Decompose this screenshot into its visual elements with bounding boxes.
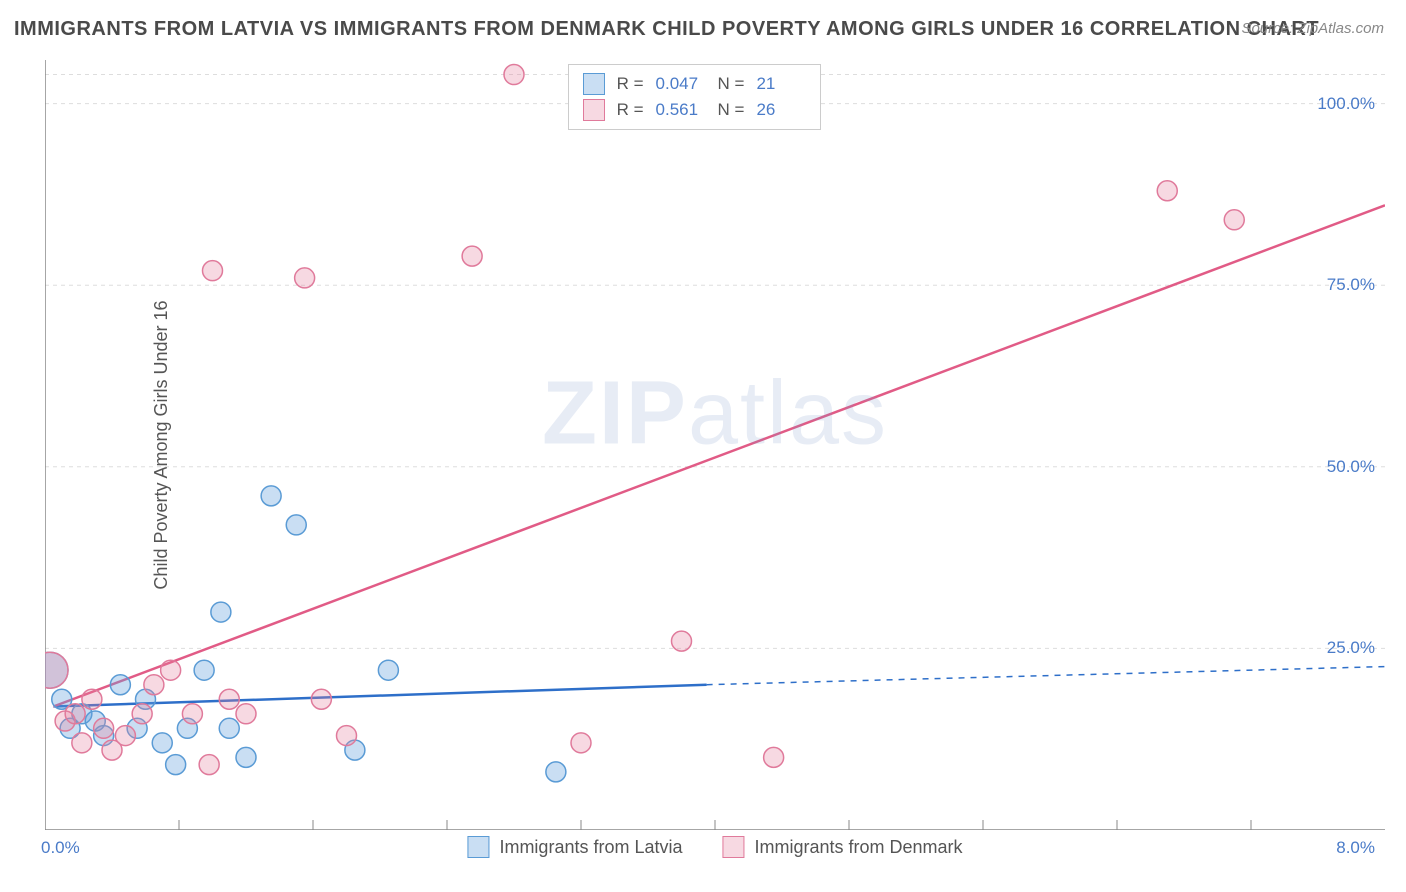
scatter-plot bbox=[45, 60, 1385, 830]
correlation-row: R = 0.561 N = 26 bbox=[583, 97, 807, 123]
y-tick-label: 100.0% bbox=[1317, 94, 1375, 114]
x-tick-left: 0.0% bbox=[41, 838, 80, 858]
y-tick-label: 25.0% bbox=[1327, 638, 1375, 658]
correlation-row: R = 0.047 N = 21 bbox=[583, 71, 807, 97]
legend-swatch bbox=[723, 836, 745, 858]
n-label: N = bbox=[718, 100, 745, 120]
n-value: 21 bbox=[756, 74, 806, 94]
x-tick-right: 8.0% bbox=[1336, 838, 1375, 858]
bottom-legend: Immigrants from Latvia Immigrants from De… bbox=[467, 836, 962, 858]
n-label: N = bbox=[718, 74, 745, 94]
legend-label: Immigrants from Denmark bbox=[755, 837, 963, 858]
chart-area: Child Poverty Among Girls Under 16 ZIPat… bbox=[45, 60, 1385, 830]
y-tick-label: 75.0% bbox=[1327, 275, 1375, 295]
r-value: 0.561 bbox=[656, 100, 706, 120]
correlation-legend: R = 0.047 N = 21 R = 0.561 N = 26 bbox=[568, 64, 822, 130]
legend-swatch bbox=[583, 99, 605, 121]
source-label: Source: ZipAtlas.com bbox=[1241, 20, 1384, 37]
legend-swatch bbox=[467, 836, 489, 858]
r-value: 0.047 bbox=[656, 74, 706, 94]
legend-swatch bbox=[583, 73, 605, 95]
r-label: R = bbox=[617, 100, 644, 120]
legend-label: Immigrants from Latvia bbox=[499, 837, 682, 858]
n-value: 26 bbox=[756, 100, 806, 120]
chart-title: IMMIGRANTS FROM LATVIA VS IMMIGRANTS FRO… bbox=[14, 18, 1319, 41]
r-label: R = bbox=[617, 74, 644, 94]
legend-item: Immigrants from Denmark bbox=[723, 836, 963, 858]
y-tick-label: 50.0% bbox=[1327, 457, 1375, 477]
legend-item: Immigrants from Latvia bbox=[467, 836, 682, 858]
